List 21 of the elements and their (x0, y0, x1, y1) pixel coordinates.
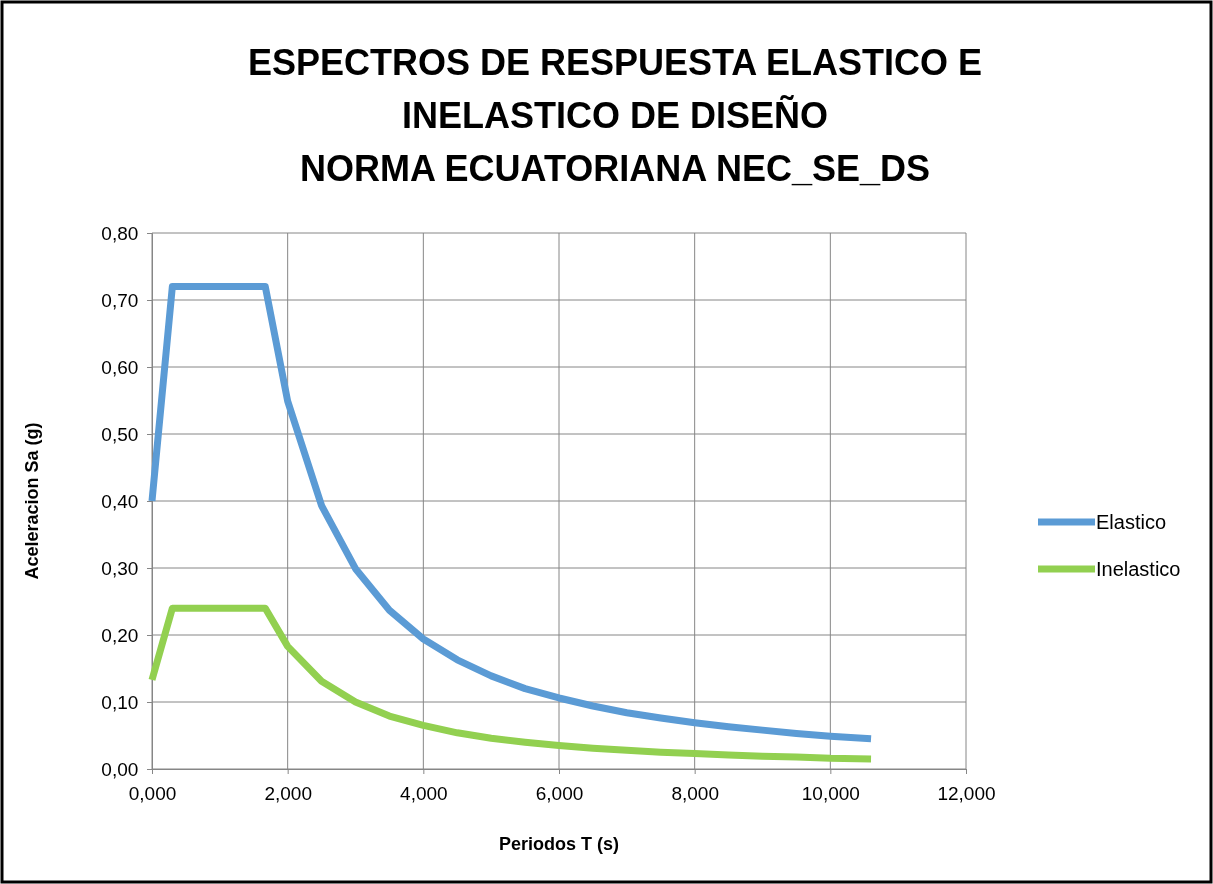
x-tick-label: 0,000 (128, 782, 177, 804)
x-tick-label: 4,000 (400, 782, 448, 804)
y-tick-label: 0,60 (101, 356, 139, 378)
y-tick-label: 0,40 (101, 490, 139, 512)
x-tick-label: 8,000 (671, 782, 719, 804)
y-tick-label: 0,80 (101, 222, 139, 244)
x-tick-label: 10,000 (801, 782, 860, 804)
y-tick-label: 0,10 (101, 691, 139, 713)
y-axis-title: Aceleracion Sa (g) (22, 422, 42, 580)
chart-title: ESPECTROS DE RESPUESTA ELASTICO E INELASTICO DE DISEÑO NORMA ECUATORIANA NEC_SE_DS (247, 42, 983, 189)
y-tick-label: 0,20 (101, 624, 139, 646)
x-tick-label: 12,000 (937, 782, 996, 804)
legend-label: Elastico (1096, 511, 1167, 533)
x-tick-label: 6,000 (535, 782, 584, 804)
legend-label: Inelastico (1096, 558, 1181, 580)
x-axis-title: Periodos T (s) (498, 834, 620, 854)
y-tick-label: 0,00 (101, 758, 139, 780)
y-tick-label: 0,30 (101, 557, 139, 579)
y-tick-label: 0,70 (101, 289, 139, 311)
x-tick-label: 2,000 (264, 782, 312, 804)
y-tick-label: 0,50 (101, 423, 139, 445)
